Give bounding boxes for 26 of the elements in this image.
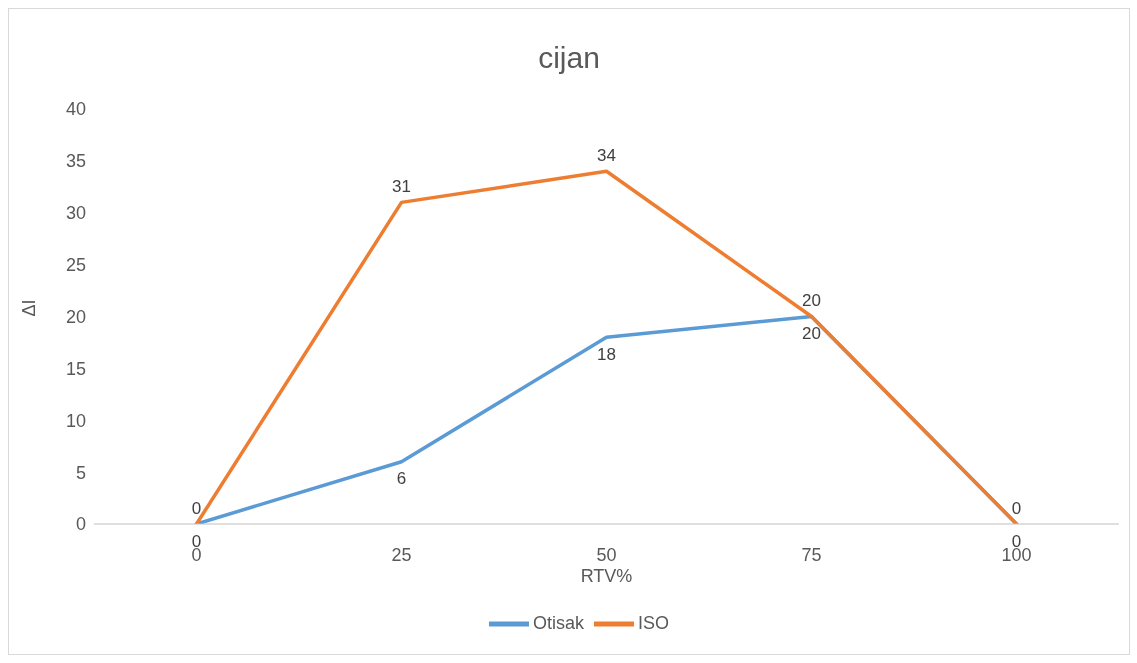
data-label: 0 (1011, 498, 1022, 518)
legend-label: Otisak (532, 612, 584, 633)
y-tick-label: 25 (65, 255, 86, 276)
y-tick-label: 15 (65, 358, 86, 379)
y-tick-label: 35 (65, 151, 86, 172)
y-tick-label: 0 (75, 514, 86, 535)
line-series (194, 169, 1019, 524)
y-tick-label: 20 (65, 306, 86, 327)
y-tick-label: 30 (65, 203, 86, 224)
legend-label: ISO (638, 612, 670, 633)
y-tick-label: 40 (65, 99, 86, 120)
data-label: 20 (802, 291, 821, 310)
y-tick-label: 5 (75, 462, 86, 483)
chart-title: cijan (537, 41, 601, 75)
data-label: 31 (392, 176, 411, 196)
x-tick-label: 25 (391, 544, 412, 565)
data-label: 20 (802, 324, 821, 343)
data-label: 6 (396, 469, 407, 489)
y-tick-label: 10 (65, 410, 86, 431)
x-axis-title: RTV% (580, 566, 633, 586)
data-label: 0 (191, 498, 202, 518)
x-tick-label: 75 (801, 544, 822, 565)
y-axis-title: ΔI (19, 299, 40, 317)
data-label: 34 (597, 145, 616, 165)
data-label: 18 (597, 344, 616, 364)
x-tick-label: 50 (596, 544, 617, 565)
